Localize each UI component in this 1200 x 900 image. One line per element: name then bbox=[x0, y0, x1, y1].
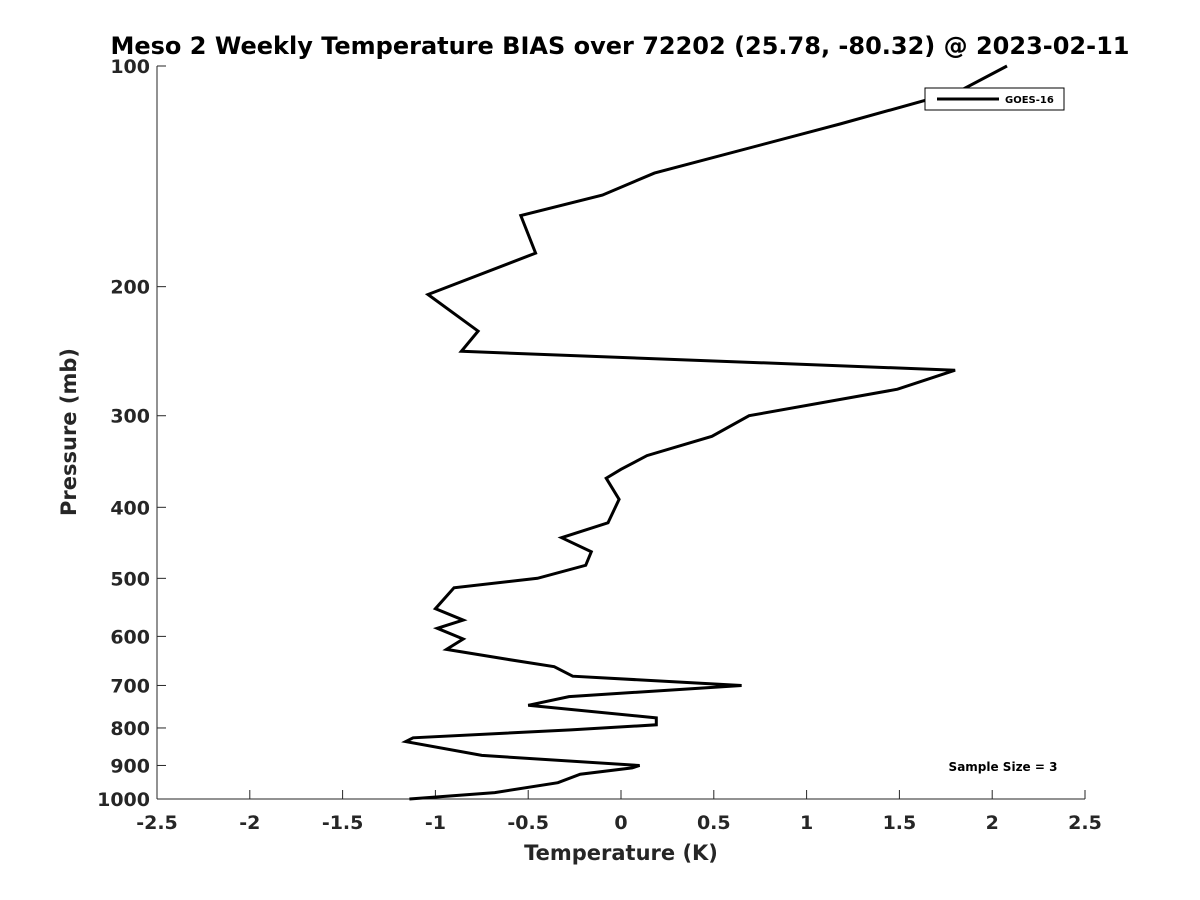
sample-size-annotation: Sample Size = 3 bbox=[949, 760, 1058, 774]
y-tick-label: 900 bbox=[110, 755, 150, 777]
x-tick-label: -1.5 bbox=[322, 812, 364, 834]
x-axis-label: Temperature (K) bbox=[524, 841, 718, 865]
x-tick-label: -0.5 bbox=[507, 812, 549, 834]
x-tick-label: -1 bbox=[425, 812, 446, 834]
y-tick-label: 800 bbox=[110, 718, 150, 740]
x-tick-label: -2.5 bbox=[136, 812, 178, 834]
series-line-goes-16 bbox=[401, 64, 1008, 801]
y-tick-label: 400 bbox=[110, 497, 150, 519]
x-tick-label: 1 bbox=[800, 812, 813, 834]
plot-area: -2.5 -2 -1.5 -1 -0.5 0 0.5 1 1.5 2 2.5 100 200 300 40… bbox=[97, 56, 1102, 834]
y-tick-label: 300 bbox=[110, 406, 150, 428]
x-tick-label: 1.5 bbox=[883, 812, 917, 834]
x-tick-label: -2 bbox=[239, 812, 260, 834]
x-tick-label: 0 bbox=[614, 812, 627, 834]
y-tick-label: 1000 bbox=[97, 789, 150, 811]
y-tick-label: 700 bbox=[110, 675, 150, 697]
legend-label-goes-16: GOES-16 bbox=[1005, 95, 1054, 106]
y-tick-label: 600 bbox=[110, 626, 150, 648]
chart-title: Meso 2 Weekly Temperature BIAS over 7220… bbox=[110, 32, 1129, 60]
y-tick-label: 100 bbox=[110, 56, 150, 78]
y-tick-label: 500 bbox=[110, 568, 150, 590]
legend: GOES-16 bbox=[924, 87, 1065, 111]
y-tick-label: 200 bbox=[110, 277, 150, 299]
x-axis-ticks: -2.5 -2 -1.5 -1 -0.5 0 0.5 1 1.5 2 2.5 bbox=[136, 790, 1102, 834]
x-tick-label: 2.5 bbox=[1068, 812, 1102, 834]
x-tick-label: 0.5 bbox=[697, 812, 731, 834]
y-axis-label: Pressure (mb) bbox=[57, 348, 81, 516]
y-axis-ticks: 100 200 300 400 500 600 700 800 900 1000 bbox=[97, 56, 166, 811]
x-tick-label: 2 bbox=[986, 812, 999, 834]
